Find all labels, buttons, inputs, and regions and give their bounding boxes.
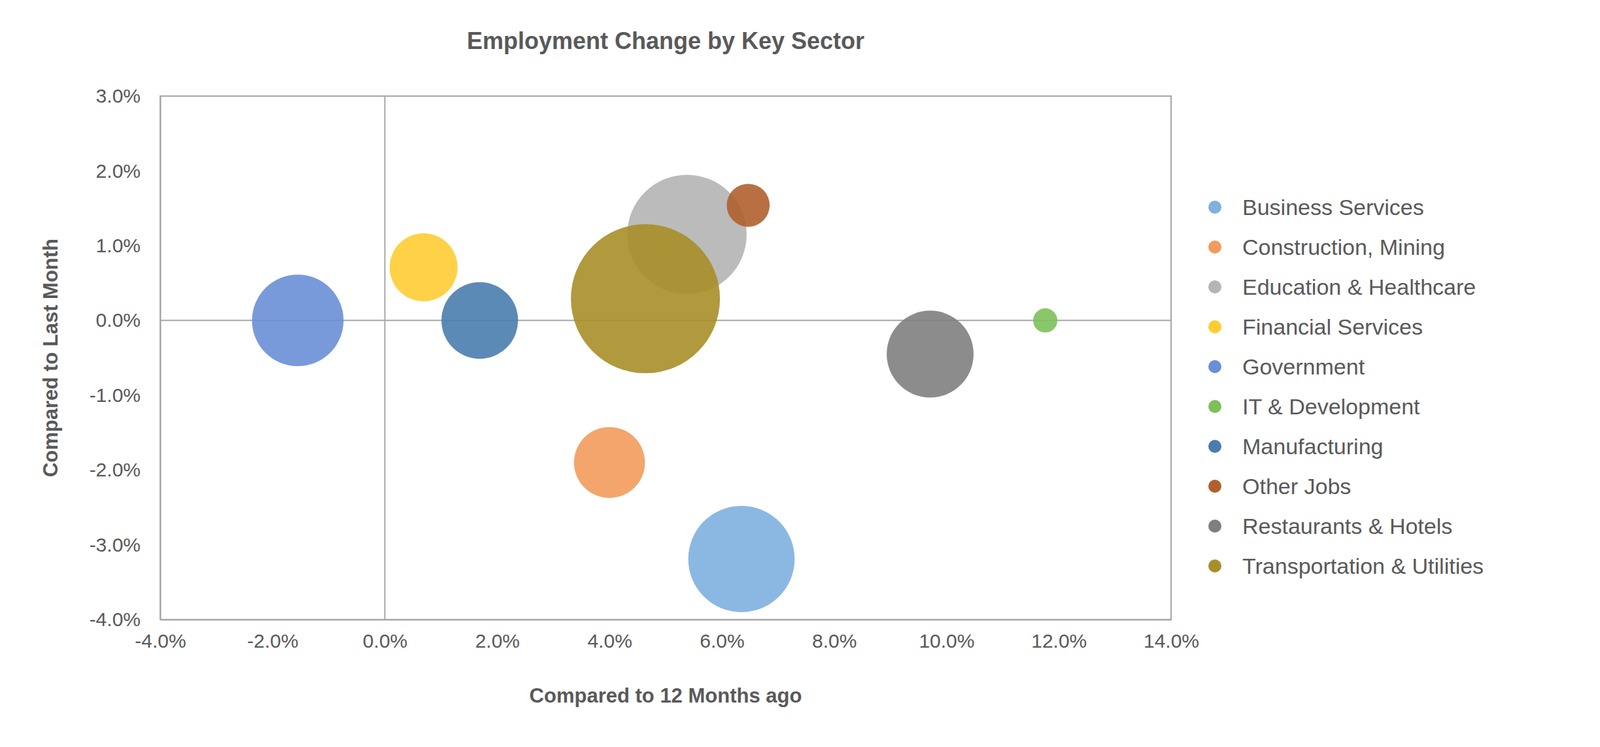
tick: 4.0%: [587, 619, 632, 652]
tick: 14.0%: [1143, 619, 1200, 652]
tick: 2.0%: [96, 160, 161, 182]
tick-label: -1.0%: [89, 384, 141, 407]
legend-marker: [1208, 360, 1222, 374]
legend-marker: [1208, 479, 1222, 494]
legend-label: Financial Services: [1242, 314, 1423, 340]
tick-label: 6.0%: [699, 630, 745, 652]
tick-label: -3.0%: [89, 534, 141, 556]
tick: 2.0%: [475, 619, 520, 652]
legend-label: Construction, Mining: [1242, 234, 1446, 260]
tick: 0.0%: [362, 619, 408, 652]
legend-marker: [1208, 400, 1222, 414]
legend-item: Construction, Mining: [1208, 234, 1446, 260]
bubble: [1033, 308, 1058, 333]
tick: 1.0%: [96, 234, 161, 257]
tick-label: 8.0%: [812, 630, 857, 652]
legend-label: Manufacturing: [1242, 434, 1383, 460]
legend-item: Business Services: [1208, 194, 1425, 220]
bubbles: [251, 174, 1058, 613]
legend-item: Government: [1208, 354, 1366, 380]
legend-label: Restaurants & Hotels: [1242, 513, 1453, 539]
bubble: [570, 224, 720, 374]
legend-item: Manufacturing: [1208, 434, 1383, 460]
legend-marker: [1208, 240, 1222, 254]
x-axis: -4.0% -2.0% 0.0% 2.0% 4.0% 6.0% 8.0% 10.0% 12.0%…: [134, 619, 1200, 652]
legend-label: Education & Healthcare: [1242, 274, 1476, 300]
legend-label: Business Services: [1242, 194, 1425, 220]
tick-label: 4.0%: [587, 630, 632, 652]
legend-item: Restaurants & Hotels: [1208, 513, 1453, 539]
legend-label: IT & Development: [1242, 394, 1421, 420]
legend-item: Education & Healthcare: [1208, 274, 1476, 300]
tick: -2.0%: [89, 459, 161, 481]
bubble: [688, 506, 796, 613]
tick-label: -2.0%: [89, 459, 141, 481]
legend-label: Government: [1242, 354, 1366, 380]
tick-label: 2.0%: [475, 630, 520, 652]
tick: 8.0%: [812, 619, 857, 652]
legend-marker: [1208, 559, 1222, 573]
tick-label: 10.0%: [918, 630, 975, 652]
tick-label: 12.0%: [1031, 630, 1087, 652]
tick-label: 0.0%: [96, 309, 141, 331]
tick-label: -4.0%: [134, 630, 186, 652]
tick: 10.0%: [918, 619, 975, 652]
tick: -4.0%: [89, 608, 161, 631]
legend-marker: [1208, 200, 1222, 214]
bubble: [441, 282, 518, 359]
bubble: [574, 426, 645, 498]
tick-label: -4.0%: [89, 608, 141, 631]
legend-label: Other Jobs: [1242, 474, 1351, 499]
tick-label: 3.0%: [96, 85, 141, 107]
chart-title: Employment Change by Key Sector: [466, 27, 865, 55]
tick-label: 14.0%: [1143, 630, 1200, 652]
legend-marker: [1208, 440, 1222, 454]
tick: 6.0%: [699, 619, 745, 652]
chart: Employment Change by Key Sector -4.0% -2.0…: [0, 0, 1600, 747]
tick-label: 0.0%: [362, 630, 408, 652]
legend-item: Transportation & Utilities: [1208, 553, 1484, 579]
zero-line-x: [384, 96, 386, 620]
bubble: [389, 233, 458, 302]
bubble: [251, 274, 344, 367]
axis-line: [160, 96, 162, 621]
legend-label: Transportation & Utilities: [1242, 553, 1484, 579]
legend-item: IT & Development: [1208, 394, 1421, 420]
legend-marker: [1208, 320, 1222, 334]
tick: -2.0%: [247, 619, 299, 652]
legend-item: Financial Services: [1208, 314, 1423, 340]
tick: 12.0%: [1031, 619, 1087, 652]
tick-label: 1.0%: [96, 234, 141, 257]
axis-line: [160, 619, 1172, 622]
bubble: [726, 183, 770, 227]
legend-item: Other Jobs: [1208, 474, 1351, 499]
y-axis: -4.0% -3.0% -2.0% -1.0% 0.0% 1.0% 2.0% 3.0%: [89, 85, 161, 631]
tick: 0.0%: [96, 309, 161, 331]
tick-label: -2.0%: [247, 630, 299, 652]
tick: 3.0%: [96, 85, 161, 107]
legend-marker: [1208, 280, 1222, 294]
tick-label: 2.0%: [96, 160, 141, 182]
legend-marker: [1208, 519, 1222, 533]
tick: -1.0%: [89, 384, 161, 407]
tick: -3.0%: [89, 534, 161, 556]
tick: -4.0%: [134, 619, 186, 652]
plot-frame: [160, 96, 1172, 620]
y-axis-title: Compared to Last Month: [39, 238, 63, 478]
legend: Business Services Construction, Mining Edu…: [1208, 194, 1484, 579]
x-axis-title: Compared to 12 Months ago: [529, 684, 803, 708]
bubble: [886, 310, 974, 398]
